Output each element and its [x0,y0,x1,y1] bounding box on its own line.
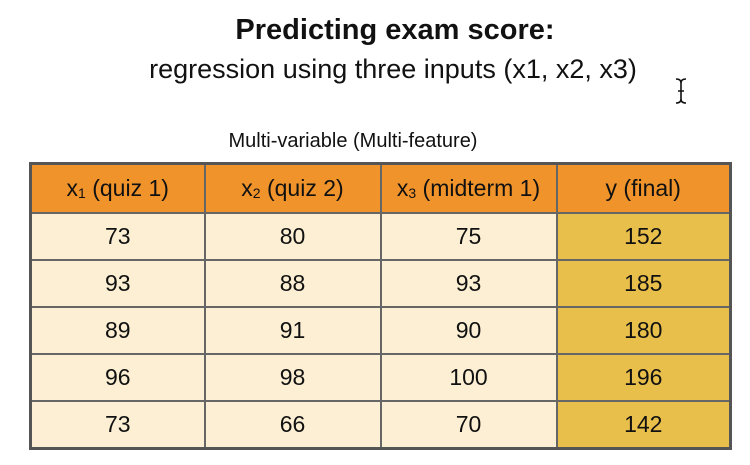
column-header-x2: x2 (quiz 2) [203,162,382,214]
header-variable: x [396,175,409,201]
header-variable: y [605,175,618,201]
table-cell: 66 [203,400,382,450]
page-title: Predicting exam score: [235,14,555,46]
column-header-y: y (final) [555,162,732,214]
table-cell-target: 185 [555,259,732,308]
table-cell-target: 196 [555,353,732,402]
table-cell-target: 152 [555,212,732,261]
table-row: 73 80 75 152 [29,212,732,261]
table-caption: Multi-variable (Multi-feature) [228,130,478,152]
table-row: 93 88 93 185 [29,259,732,308]
header-label: (final) [617,175,681,201]
table-cell: 93 [29,259,206,308]
header-variable: x [66,175,79,201]
header-subscript: 1 [78,185,86,201]
column-header-x3: x3 (midterm 1) [379,162,558,214]
text-cursor-icon [675,78,687,104]
table-cell: 98 [203,353,382,402]
table-cell: 93 [379,259,558,308]
table-cell: 73 [29,212,206,261]
table-cell: 91 [203,306,382,355]
data-table: x1 (quiz 1) x2 (quiz 2) x3 (midterm 1) y… [29,162,732,450]
table-row: 73 66 70 142 [29,400,732,450]
header-label: (midterm 1) [416,175,541,201]
header-label: (quiz 1) [85,175,169,201]
header-label: (quiz 2) [260,175,344,201]
header-subscript: 2 [252,185,261,201]
table-cell: 89 [29,306,206,355]
table-cell: 100 [379,353,558,402]
table-cell: 88 [203,259,382,308]
page-subtitle: regression using three inputs (x1, x2, x… [149,54,637,84]
header-variable: x [241,175,253,201]
table-cell-target: 142 [555,400,732,450]
table-cell: 70 [379,400,558,450]
table-cell: 73 [29,400,206,450]
table-header-row: x1 (quiz 1) x2 (quiz 2) x3 (midterm 1) y… [29,162,732,214]
header-subscript: 3 [408,185,417,201]
table-cell-target: 180 [555,306,732,355]
table-cell: 90 [379,306,558,355]
column-header-x1: x1 (quiz 1) [29,162,206,214]
table-cell: 96 [29,353,206,402]
table-cell: 75 [379,212,558,261]
table-cell: 80 [203,212,382,261]
table-row: 89 91 90 180 [29,306,732,355]
table-row: 96 98 100 196 [29,353,732,402]
